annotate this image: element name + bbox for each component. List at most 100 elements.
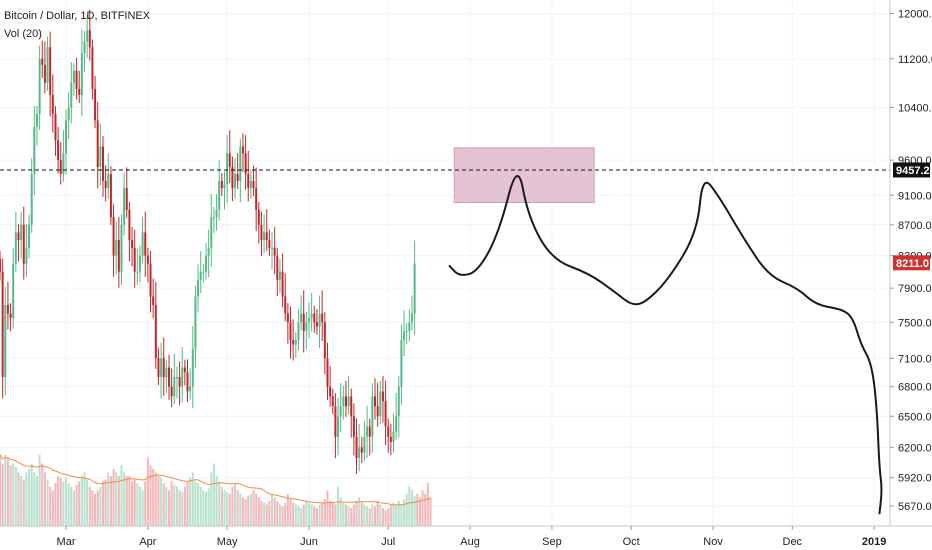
candle: [99, 123, 102, 186]
price-tick-label: 10400.0: [898, 103, 932, 115]
candle-body: [247, 173, 250, 189]
candle-body: [28, 224, 31, 248]
candle: [241, 133, 244, 172]
candle: [363, 421, 366, 461]
time-tick-label: 2019: [862, 536, 886, 548]
candle-body: [51, 95, 54, 114]
candle-body: [289, 322, 292, 341]
volume-bar: [294, 504, 297, 526]
candle-body: [57, 139, 60, 161]
candle: [12, 248, 15, 329]
volume-bar: [305, 501, 308, 526]
price-tick-label: 7100.0: [898, 353, 932, 365]
candle-body: [239, 146, 242, 181]
candle-body: [400, 340, 403, 387]
volume-bar: [9, 465, 12, 526]
candle: [408, 309, 411, 342]
candle: [239, 138, 242, 203]
volume-bar: [318, 504, 321, 526]
candle: [33, 106, 36, 196]
resistance-price-tag: 9457.2: [893, 162, 930, 178]
volume-bar: [247, 495, 250, 526]
price-tick-label: 6500.0: [898, 411, 932, 423]
candle: [381, 375, 384, 423]
volume-bar: [249, 493, 252, 526]
candle: [94, 75, 97, 129]
candle-body: [199, 271, 202, 280]
candle: [271, 232, 274, 270]
candle-body: [389, 436, 392, 443]
volume-bar: [4, 454, 7, 526]
time-tick-label: Jul: [381, 536, 395, 548]
volume-bar: [136, 483, 139, 526]
candle-body: [109, 173, 112, 218]
volume-bar: [46, 479, 49, 526]
volume-bar: [91, 490, 94, 526]
candle-body: [403, 331, 406, 341]
candle: [189, 368, 192, 400]
volume-bar: [413, 495, 416, 526]
candle-body: [183, 367, 186, 373]
candle: [352, 403, 355, 456]
candle: [215, 194, 218, 231]
candle-body: [138, 255, 141, 272]
candle: [144, 211, 147, 278]
candle: [405, 323, 408, 345]
volume-bar: [360, 502, 363, 526]
volume-bar: [38, 454, 41, 526]
candle: [249, 170, 252, 199]
volume-bar: [392, 502, 395, 526]
volume-bar: [358, 497, 361, 526]
candle-body: [292, 340, 295, 345]
volume-bar: [107, 472, 110, 526]
volume-bar: [321, 502, 324, 526]
volume-bar: [223, 490, 226, 526]
candle-body: [91, 47, 94, 89]
candle: [392, 413, 395, 453]
volume-bar: [144, 481, 147, 526]
candle-body: [181, 367, 184, 387]
volume-bar: [347, 506, 350, 526]
volume-bar: [339, 497, 342, 526]
volume-bar: [35, 476, 38, 526]
candle-body: [80, 53, 83, 96]
candle-body: [352, 416, 355, 437]
candle: [9, 303, 12, 332]
candle-body: [366, 426, 369, 437]
volume-bar: [202, 490, 205, 526]
candle-body: [302, 313, 305, 332]
candle-body: [49, 47, 52, 96]
candle-body: [226, 153, 229, 185]
volume-bar: [265, 504, 268, 526]
volume-bar: [278, 504, 281, 526]
volume-bar: [162, 483, 165, 526]
candle-body: [86, 30, 89, 42]
candle: [101, 136, 104, 197]
candle: [59, 141, 62, 185]
volume-bar: [323, 499, 326, 526]
candle: [112, 204, 115, 278]
volume-bar: [397, 501, 400, 526]
candle-body: [300, 313, 303, 323]
candle-body: [123, 188, 126, 225]
time-axis-labels[interactable]: Mar Apr May Jun Jul Aug Sep Oct Nov Dec 2019: [57, 526, 887, 548]
candle: [38, 45, 41, 130]
volume-bar: [355, 501, 358, 526]
candle: [25, 224, 28, 277]
candle-body: [305, 322, 308, 332]
candle: [344, 380, 347, 417]
volume-bar: [276, 501, 279, 526]
volume-bar: [366, 506, 369, 526]
projection-path-line[interactable]: [448, 175, 883, 515]
time-tick-label: Sep: [542, 536, 562, 548]
candle-body: [173, 377, 176, 397]
volume-bar: [168, 490, 171, 526]
candle: [186, 359, 189, 403]
candle-body: [162, 358, 165, 378]
candle: [152, 278, 155, 319]
candle-body: [149, 263, 152, 297]
candle: [138, 245, 141, 283]
volume-bar: [125, 476, 128, 526]
candle: [17, 224, 20, 262]
